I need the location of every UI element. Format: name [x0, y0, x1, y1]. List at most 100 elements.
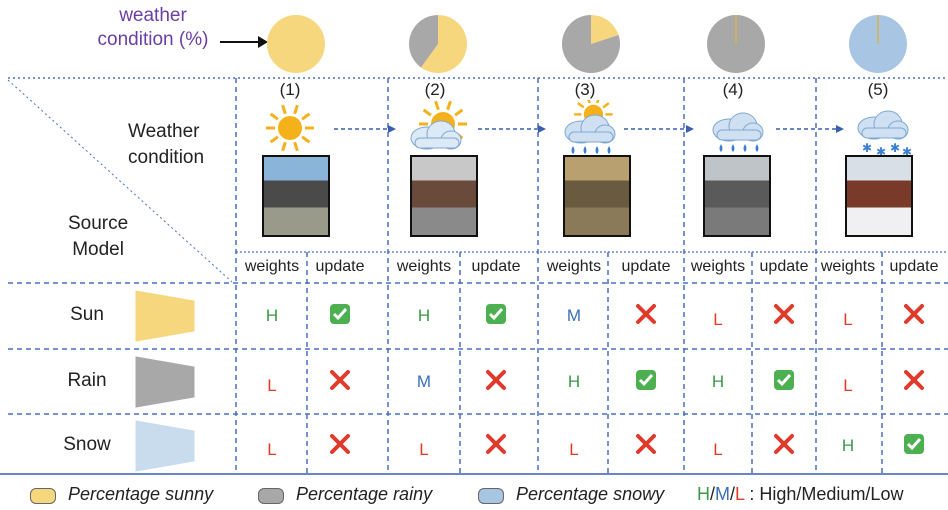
weight-level: L [267, 440, 277, 459]
pie-chart-3 [562, 15, 620, 73]
row-label-rain: Rain [67, 370, 107, 391]
source-model-header: Source Model [68, 211, 128, 263]
legend-key-desc: : High/Medium/Low [749, 484, 904, 504]
cross-icon [636, 434, 656, 454]
legend-key-sep1: / [710, 484, 716, 504]
sun-icon [266, 104, 314, 152]
pie-slice-rainy [562, 15, 620, 73]
weight-level: L [843, 376, 853, 395]
pie-slice-sunny [267, 15, 325, 73]
update-header-3: update [621, 258, 671, 275]
weather-condition-label: weather condition (%) [78, 4, 228, 52]
street-photo-3 [563, 155, 631, 237]
row-label-snow: Snow [63, 434, 111, 455]
model-trapezoid-snow [135, 420, 195, 472]
legend-key-sep2: / [730, 484, 736, 504]
weight-level: L [713, 310, 723, 329]
pie-slice-sunny [420, 15, 467, 73]
column-number-2: (2) [424, 80, 446, 99]
pie-chart-4 [707, 15, 765, 73]
weights-header-2: weights [396, 258, 452, 275]
cross-icon [636, 304, 656, 324]
source-header-line2: Model [72, 239, 124, 260]
source-header-line1: Source [68, 213, 129, 234]
cross-icon [486, 434, 506, 454]
weight-level: M [416, 372, 432, 391]
check-icon [774, 370, 794, 390]
row-label-sun: Sun [70, 304, 104, 325]
street-photo-4 [703, 155, 771, 237]
weight-level: M [566, 306, 582, 325]
pie-chart-5 [849, 15, 907, 73]
pie-chart-1 [267, 15, 325, 73]
cross-icon [774, 434, 794, 454]
column-number-5: (5) [867, 80, 889, 99]
pie-slice-sunny [591, 15, 619, 44]
sun-shape [266, 104, 314, 152]
rain-cloud-sun-icon [564, 100, 616, 154]
weather-label-line2: condition (%) [97, 29, 209, 50]
update-header-1: update [315, 258, 365, 275]
legend-key: H/M/L : High/Medium/Low [697, 484, 903, 505]
svg-text:✱: ✱ [902, 145, 912, 159]
cross-icon [486, 370, 506, 390]
weights-header-3: weights [546, 258, 602, 275]
legend-key-h: H [697, 484, 710, 504]
update-header-4: update [759, 258, 809, 275]
weight-level: L [569, 440, 579, 459]
cross-icon [330, 434, 350, 454]
weights-header-5: weights [820, 258, 876, 275]
legend-sunny: Percentage sunny [68, 484, 214, 504]
weights-header-4: weights [690, 258, 746, 275]
legend-swatch-snowy [478, 488, 504, 504]
legend-rainy: Percentage rainy [296, 484, 433, 504]
legend-key-l: L [735, 484, 745, 504]
street-photo-5 [845, 155, 913, 237]
legend-swatch-rainy [258, 488, 284, 504]
weight-level: H [841, 436, 855, 455]
cross-icon [774, 304, 794, 324]
rain-cloud-icon [712, 112, 764, 152]
column-number-3: (3) [574, 80, 596, 99]
weight-level: H [417, 306, 431, 325]
weights-header-1: weights [244, 258, 300, 275]
svg-text:✱: ✱ [890, 141, 900, 155]
weight-level: H [711, 372, 725, 391]
check-icon [486, 304, 506, 324]
weight-level: L [419, 440, 429, 459]
weather-header-line1: Weather [128, 121, 200, 142]
arrow-right-icon [220, 36, 268, 48]
check-icon [904, 434, 924, 454]
pie-slice-rainy [409, 15, 438, 68]
street-photo-1 [262, 155, 330, 237]
update-header-5: update [889, 258, 939, 275]
model-trapezoid-sun [135, 290, 195, 342]
cross-icon [904, 304, 924, 324]
svg-text:✱: ✱ [862, 141, 872, 155]
cross-icon [330, 370, 350, 390]
check-icon [330, 304, 350, 324]
cross-icon [904, 370, 924, 390]
weight-level: H [567, 372, 581, 391]
column-number-4: (4) [722, 80, 744, 99]
column-number-1: (1) [279, 80, 301, 99]
weather-label-line1: weather [119, 5, 187, 26]
weight-level: L [713, 440, 723, 459]
svg-text:✱: ✱ [876, 145, 886, 159]
weight-level: L [267, 376, 277, 395]
weight-level: L [843, 310, 853, 329]
weather-condition-header: Weather condition [128, 119, 204, 171]
snow-cloud-icon: ✱ ✱ ✱ ✱ [857, 110, 912, 159]
street-photo-2 [410, 155, 478, 237]
legend-swatch-sunny [30, 488, 56, 504]
legend-key-m: M [715, 484, 731, 504]
update-header-2: update [471, 258, 521, 275]
weather-header-line2: condition [128, 147, 205, 168]
pie-chart-2 [409, 15, 467, 73]
check-icon [636, 370, 656, 390]
model-trapezoid-rain [135, 356, 195, 408]
legend-snowy: Percentage snowy [516, 484, 665, 504]
weight-level: H [265, 306, 279, 325]
sun-cloud-icon [410, 100, 467, 150]
